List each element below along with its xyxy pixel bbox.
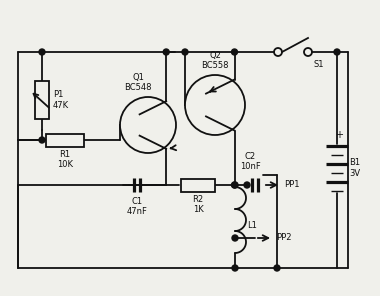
Text: P1
47K: P1 47K — [53, 90, 69, 110]
Text: +: + — [335, 130, 343, 139]
Circle shape — [232, 265, 238, 271]
Bar — [181, 178, 215, 192]
Bar — [35, 81, 49, 119]
Circle shape — [185, 75, 245, 135]
Text: L1: L1 — [247, 221, 257, 229]
Text: B1
3V: B1 3V — [349, 158, 360, 178]
Circle shape — [231, 49, 238, 55]
Text: Q1
BC548: Q1 BC548 — [124, 73, 152, 92]
Circle shape — [163, 49, 169, 55]
Text: R2
1K: R2 1K — [192, 195, 204, 214]
Circle shape — [182, 49, 188, 55]
Text: PP2: PP2 — [276, 232, 291, 242]
Circle shape — [334, 49, 340, 55]
Circle shape — [244, 182, 250, 188]
Circle shape — [120, 97, 176, 153]
Circle shape — [231, 182, 238, 188]
Text: S1: S1 — [313, 60, 323, 69]
Text: C1
47nF: C1 47nF — [127, 197, 147, 216]
Bar — [46, 133, 84, 147]
Circle shape — [232, 235, 238, 241]
Circle shape — [39, 49, 45, 55]
Circle shape — [39, 137, 45, 143]
Text: R1
10K: R1 10K — [57, 150, 73, 169]
Text: C2
10nF: C2 10nF — [240, 152, 260, 171]
Text: PP1: PP1 — [284, 179, 299, 189]
Text: Q2
BC558: Q2 BC558 — [201, 51, 229, 70]
Circle shape — [232, 182, 238, 188]
Circle shape — [274, 265, 280, 271]
